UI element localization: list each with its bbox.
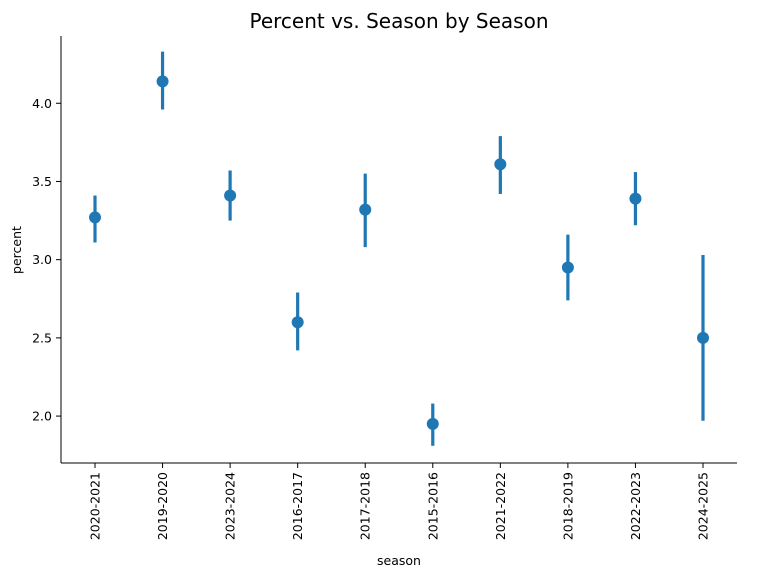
y-tick-label: 2.5 [32,330,52,345]
data-point [359,203,372,216]
x-axis-label: season [377,553,421,568]
x-tick-label: 2022-2023 [628,472,643,540]
x-tick-label: 2020-2021 [88,472,103,540]
data-point [224,189,237,202]
x-tick-label: 2016-2017 [290,472,305,540]
y-tick-label: 3.0 [32,252,52,267]
x-tick-label: 2018-2019 [560,472,575,540]
plot-area [89,51,709,446]
y-axis-label: percent [9,226,24,274]
data-point [561,261,574,274]
x-tick-label: 2019-2020 [155,472,170,540]
x-ticks: 2020-2021 2019-2020 2023-2024 2016-2017 2017… [88,463,711,540]
y-ticks: 2.0 2.5 3.0 3.5 4.0 [32,96,61,424]
data-point [629,192,642,205]
y-tick-label: 4.0 [32,96,52,111]
chart-title: Percent vs. Season by Season [249,9,548,33]
data-point [291,316,304,329]
x-tick-label: 2023-2024 [223,472,238,540]
data-point [89,211,101,224]
x-tick-label: 2024-2025 [696,472,711,540]
data-point [494,158,507,171]
data-point [426,417,439,430]
x-tick-label: 2021-2022 [493,472,508,540]
y-tick-label: 3.5 [32,174,52,189]
x-tick-label: 2017-2018 [358,472,373,540]
y-tick-label: 2.0 [32,409,52,424]
data-point [697,331,709,344]
x-tick-label: 2015-2016 [425,472,440,540]
data-point [156,75,169,88]
